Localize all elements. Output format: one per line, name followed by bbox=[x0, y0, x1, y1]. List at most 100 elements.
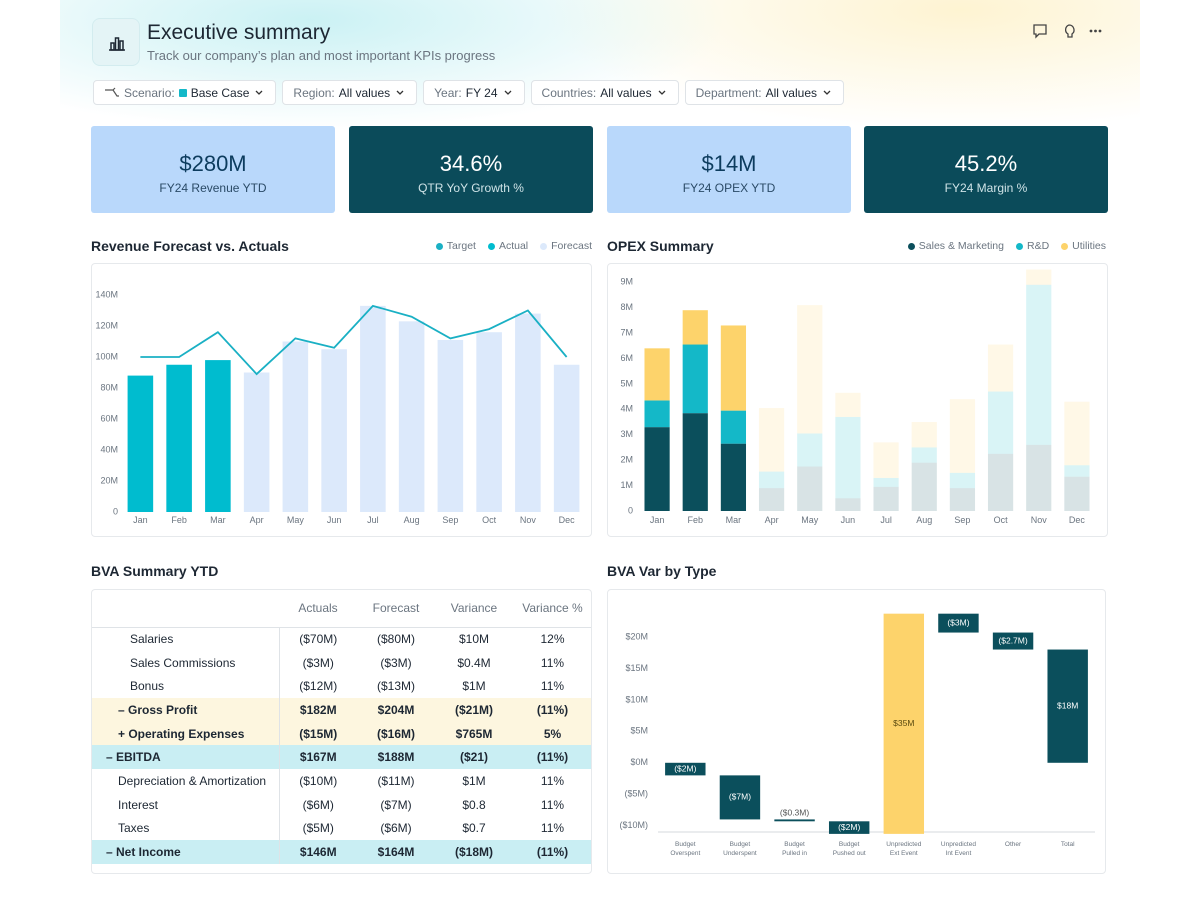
bva-table: Actuals Forecast Variance Variance % Salari… bbox=[92, 590, 591, 864]
table-cell: $167M bbox=[278, 745, 357, 770]
table-cell: $1M bbox=[462, 679, 486, 694]
table-cell: Sales Commissions bbox=[130, 655, 236, 670]
x-tick-label: Budget Pushed out bbox=[833, 841, 866, 857]
x-tick-label: Other bbox=[1005, 841, 1022, 848]
y-tick-label: 8M bbox=[620, 302, 633, 312]
bar-segment bbox=[682, 344, 708, 414]
bar-segment bbox=[1064, 401, 1090, 466]
table-cell: $146M bbox=[278, 840, 357, 864]
table-cell: ($10M) bbox=[278, 769, 357, 793]
table-cell: ($21) bbox=[435, 745, 513, 770]
chart: 0 1M 2M 3M 4M 5M 6M 7M 8M 9M Jan Feb Mar Apr May Jun Jul… bbox=[607, 263, 1108, 537]
bar bbox=[437, 339, 464, 512]
table-cell: – Net Income bbox=[92, 840, 279, 864]
idea-icon[interactable] bbox=[1064, 24, 1075, 38]
bar bbox=[515, 313, 541, 512]
y-tick-label: 5M bbox=[620, 378, 633, 388]
header-actions[interactable] bbox=[1030, 22, 1110, 42]
bar-segment bbox=[911, 422, 937, 448]
header-cell: Forecast bbox=[357, 590, 435, 628]
line bbox=[140, 304, 568, 376]
filter[interactable]: Scenario: Base Case bbox=[93, 80, 277, 105]
bar-segment bbox=[987, 453, 1014, 511]
table-card: Actuals Forecast Variance Variance % Salari… bbox=[91, 589, 592, 874]
table-row: Taxes ($5M) ($6M) $0.7 11% bbox=[92, 816, 591, 841]
bar-segment bbox=[720, 410, 747, 444]
bar bbox=[476, 332, 502, 512]
y-tick-label: 60M bbox=[100, 413, 118, 423]
bar-segment bbox=[720, 443, 747, 511]
bar-segment bbox=[835, 392, 861, 417]
dashboard-icon bbox=[92, 18, 140, 66]
chevron-path bbox=[396, 90, 404, 95]
x-tick-label: Nov bbox=[1031, 515, 1048, 525]
header-cell: Variance bbox=[435, 590, 513, 628]
bar bbox=[360, 305, 386, 512]
comment-icon[interactable] bbox=[1033, 24, 1047, 39]
chevron-path bbox=[823, 90, 831, 95]
y-tick-label: $15M bbox=[625, 663, 648, 673]
x-tick-label: May bbox=[287, 515, 305, 525]
filter[interactable]: Countries: All values bbox=[530, 80, 679, 105]
legend-item: Forecast bbox=[540, 240, 592, 252]
page-title: Executive summary bbox=[147, 21, 331, 44]
x-tick-label: Budget Overspent bbox=[670, 841, 700, 857]
x-tick-label: Sep bbox=[442, 515, 458, 525]
table-cell: $0.7 bbox=[462, 821, 486, 836]
table-cell: Salaries bbox=[130, 632, 174, 647]
table-cell: $0.4M bbox=[457, 655, 491, 670]
table-cell: – EBITDA bbox=[92, 745, 279, 770]
bar bbox=[205, 360, 231, 512]
more-icon[interactable] bbox=[1089, 29, 1102, 33]
filter-label: Scenario: bbox=[124, 85, 175, 100]
x-tick-label: Feb bbox=[687, 515, 703, 525]
filter-value: All values bbox=[338, 85, 391, 100]
filter[interactable]: Region: All values bbox=[282, 80, 418, 105]
data-label: ($2M) bbox=[838, 822, 860, 832]
table-cell: $10M bbox=[458, 632, 490, 647]
table-cell: 5% bbox=[513, 721, 591, 746]
chevron-path bbox=[504, 90, 512, 95]
y-tick-label: 3M bbox=[620, 429, 633, 439]
bar bbox=[282, 341, 309, 512]
table-title: BVA Summary YTD bbox=[91, 563, 219, 579]
bar-segment bbox=[1026, 269, 1052, 285]
table-cell: $204M bbox=[357, 698, 435, 722]
y-tick-label: 2M bbox=[620, 455, 633, 465]
legend-label: Sales & Marketing bbox=[918, 240, 1004, 252]
header-cell: Variance % bbox=[513, 590, 591, 628]
bar-segment bbox=[644, 427, 670, 511]
x-tick-label: Budget Pulled in bbox=[782, 841, 807, 857]
filter-label: Region: bbox=[293, 85, 335, 100]
bar bbox=[1047, 649, 1088, 763]
chevron bbox=[658, 90, 666, 95]
table-cell: ($70M) bbox=[278, 627, 357, 651]
table-row: Depreciation & Amortization ($10M) ($11M) $… bbox=[92, 769, 591, 793]
table-cell: 11% bbox=[540, 821, 565, 836]
bar-segment bbox=[644, 348, 670, 401]
legend-item: R&D bbox=[1015, 240, 1049, 252]
data-label: ($2.7M) bbox=[998, 635, 1027, 645]
filter[interactable]: Year: FY 24 bbox=[423, 80, 525, 105]
x-tick-label: Apr bbox=[765, 515, 779, 525]
x-tick-label: Dec bbox=[559, 515, 576, 525]
x-tick-label: Jan bbox=[650, 515, 665, 525]
table-body: Salaries ($70M) ($80M) $10M 12% Sales Commiss… bbox=[92, 627, 591, 864]
x-tick-label: Budget Underspent bbox=[723, 841, 757, 857]
table-cell: + Operating Expenses bbox=[92, 721, 279, 746]
y-tick-label: 7M bbox=[620, 327, 633, 337]
table-cell: ($15M) bbox=[278, 721, 357, 746]
chevron-path bbox=[255, 90, 263, 95]
table-cell: $0.8 bbox=[462, 797, 486, 812]
table-row: – Gross Profit $182M $204M ($21M) (11%) bbox=[92, 698, 591, 722]
table-cell: (11%) bbox=[513, 698, 591, 722]
bar bbox=[243, 372, 270, 512]
table-cell: Interest bbox=[118, 797, 159, 812]
table-row: Interest ($6M) ($7M) $0.8 11% bbox=[92, 792, 591, 817]
table-cell: ($3M) bbox=[380, 655, 412, 670]
x-tick-label: Unpredicted Int Event bbox=[941, 841, 976, 857]
legend-label: Actual bbox=[498, 240, 529, 252]
filter[interactable]: Department: All values bbox=[684, 80, 844, 105]
icon-path bbox=[105, 87, 119, 97]
